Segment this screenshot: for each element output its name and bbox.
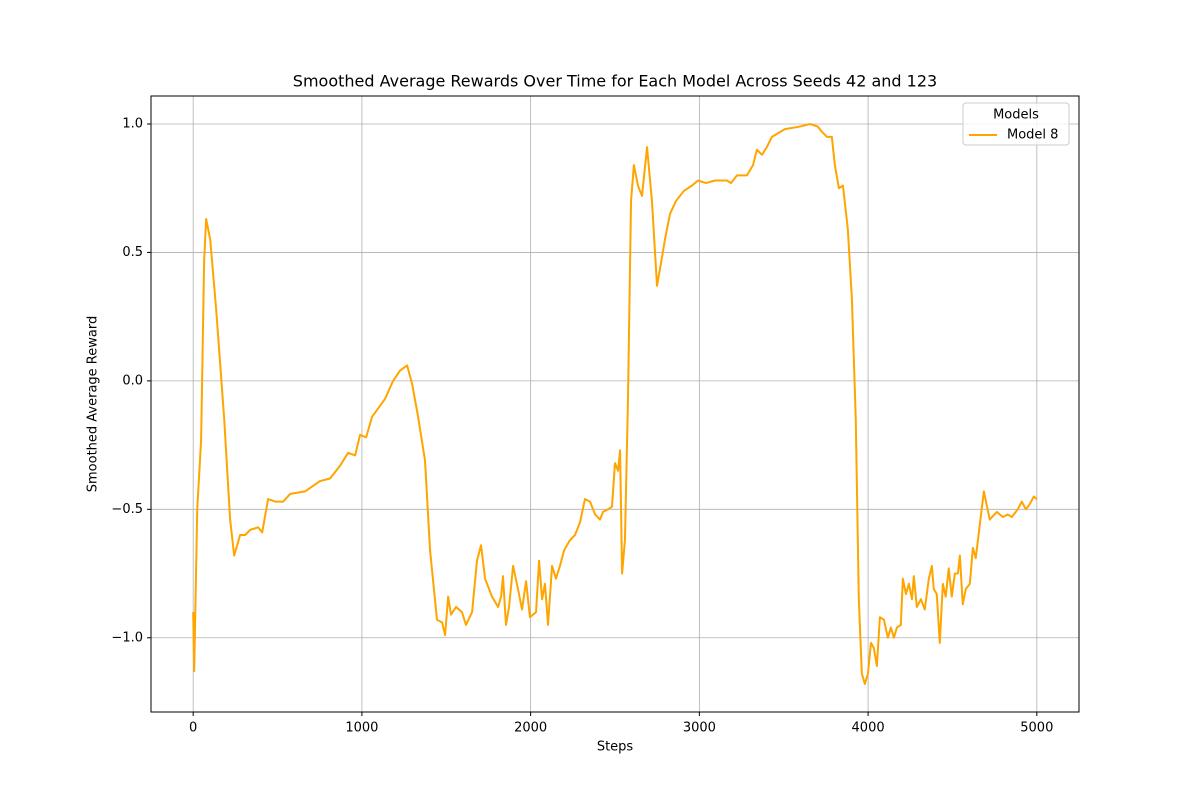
plot-frame xyxy=(150,95,1080,713)
chart-title: Smoothed Average Rewards Over Time for E… xyxy=(293,72,937,91)
y-tick-label: 1.0 xyxy=(122,117,143,132)
y-tick-label: −1.0 xyxy=(111,630,143,645)
y-tick-label: −0.5 xyxy=(111,502,143,517)
x-tick-label: 0 xyxy=(189,721,197,736)
y-tick-label: 0.0 xyxy=(122,373,143,388)
x-tick-label: 3000 xyxy=(683,721,716,736)
x-tick-label: 4000 xyxy=(852,721,885,736)
x-tick-label: 5000 xyxy=(1020,721,1053,736)
y-axis-label: Smoothed Average Reward xyxy=(86,316,101,492)
legend-title: Models xyxy=(993,108,1039,123)
y-tick-label: 0.5 xyxy=(122,245,143,260)
x-tick-label: 1000 xyxy=(345,721,378,736)
line-series xyxy=(192,123,1038,685)
x-tick-label: 2000 xyxy=(514,721,547,736)
x-axis-label: Steps xyxy=(597,740,634,755)
legend-label: Model 8 xyxy=(1007,128,1058,143)
